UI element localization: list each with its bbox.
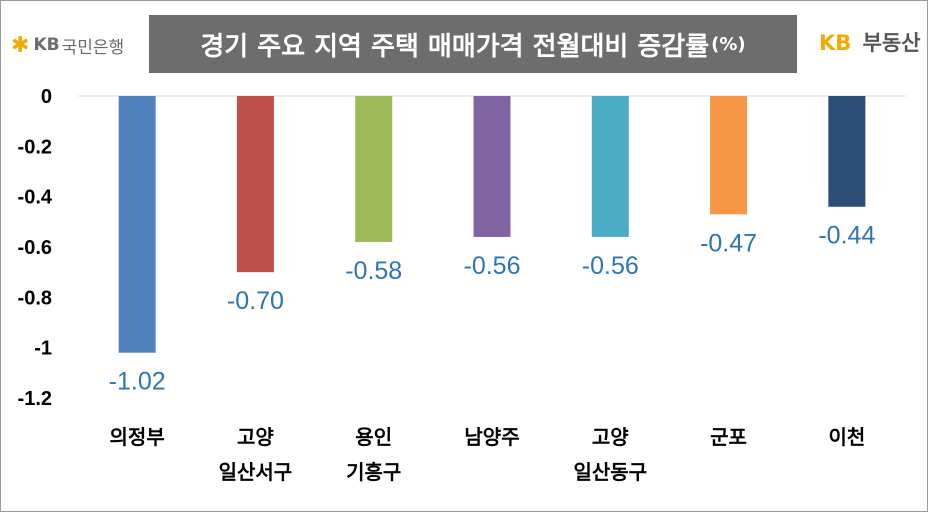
bar	[710, 96, 748, 215]
kb-bank-logo: ✱ KB 국민은행	[11, 25, 124, 65]
chart-title-box: 경기 주요 지역 주택 매매가격 전월대비 증감률 (%)	[149, 15, 797, 73]
chart-title: 경기 주요 지역 주택 매매가격 전월대비 증감률	[200, 31, 710, 62]
x-tick-label: 고양	[592, 425, 629, 449]
bar	[591, 96, 629, 237]
bar	[828, 96, 866, 207]
kb-bank-logo-name: 국민은행	[61, 37, 125, 58]
x-tick-label: 고양	[237, 425, 274, 449]
x-tick-label: 군포	[710, 425, 747, 449]
kb-land-logo-name: 부동산	[862, 31, 921, 55]
x-tick-label: 이천	[828, 425, 865, 449]
bar	[473, 96, 511, 237]
data-label: -0.44	[818, 222, 875, 250]
y-tick-label: -0.8	[18, 287, 52, 309]
chart-title-unit: (%)	[711, 33, 746, 55]
kb-land-logo: KB 부동산	[819, 27, 921, 57]
x-tick-label: 용인	[355, 425, 392, 449]
x-tick-label: 일산동구	[573, 460, 647, 484]
data-label: -0.58	[345, 257, 402, 285]
data-label: -0.56	[582, 252, 639, 280]
y-tick-label: -1.2	[18, 388, 52, 410]
y-tick-label: -0.6	[18, 237, 52, 259]
kb-land-logo-kb: KB	[819, 31, 852, 55]
data-label: -0.56	[464, 252, 521, 280]
data-label: -0.47	[700, 229, 757, 257]
y-tick-label: 0	[41, 86, 52, 108]
x-tick-label: 의정부	[110, 425, 165, 449]
x-tick-label: 기흥구	[346, 460, 401, 484]
y-tick-label: -1	[34, 338, 52, 360]
kb-bank-logo-kb: KB	[33, 35, 60, 55]
kb-star-icon: ✱	[11, 32, 30, 58]
x-tick-label: 남양주	[464, 425, 519, 449]
y-tick-label: -0.2	[18, 136, 52, 158]
bar	[355, 96, 393, 242]
y-tick-label: -0.4	[18, 187, 53, 209]
bar	[236, 96, 274, 273]
data-label: -0.70	[227, 287, 284, 315]
data-label: -1.02	[109, 368, 166, 396]
x-tick-label: 일산서구	[219, 460, 293, 484]
bar	[118, 96, 156, 353]
